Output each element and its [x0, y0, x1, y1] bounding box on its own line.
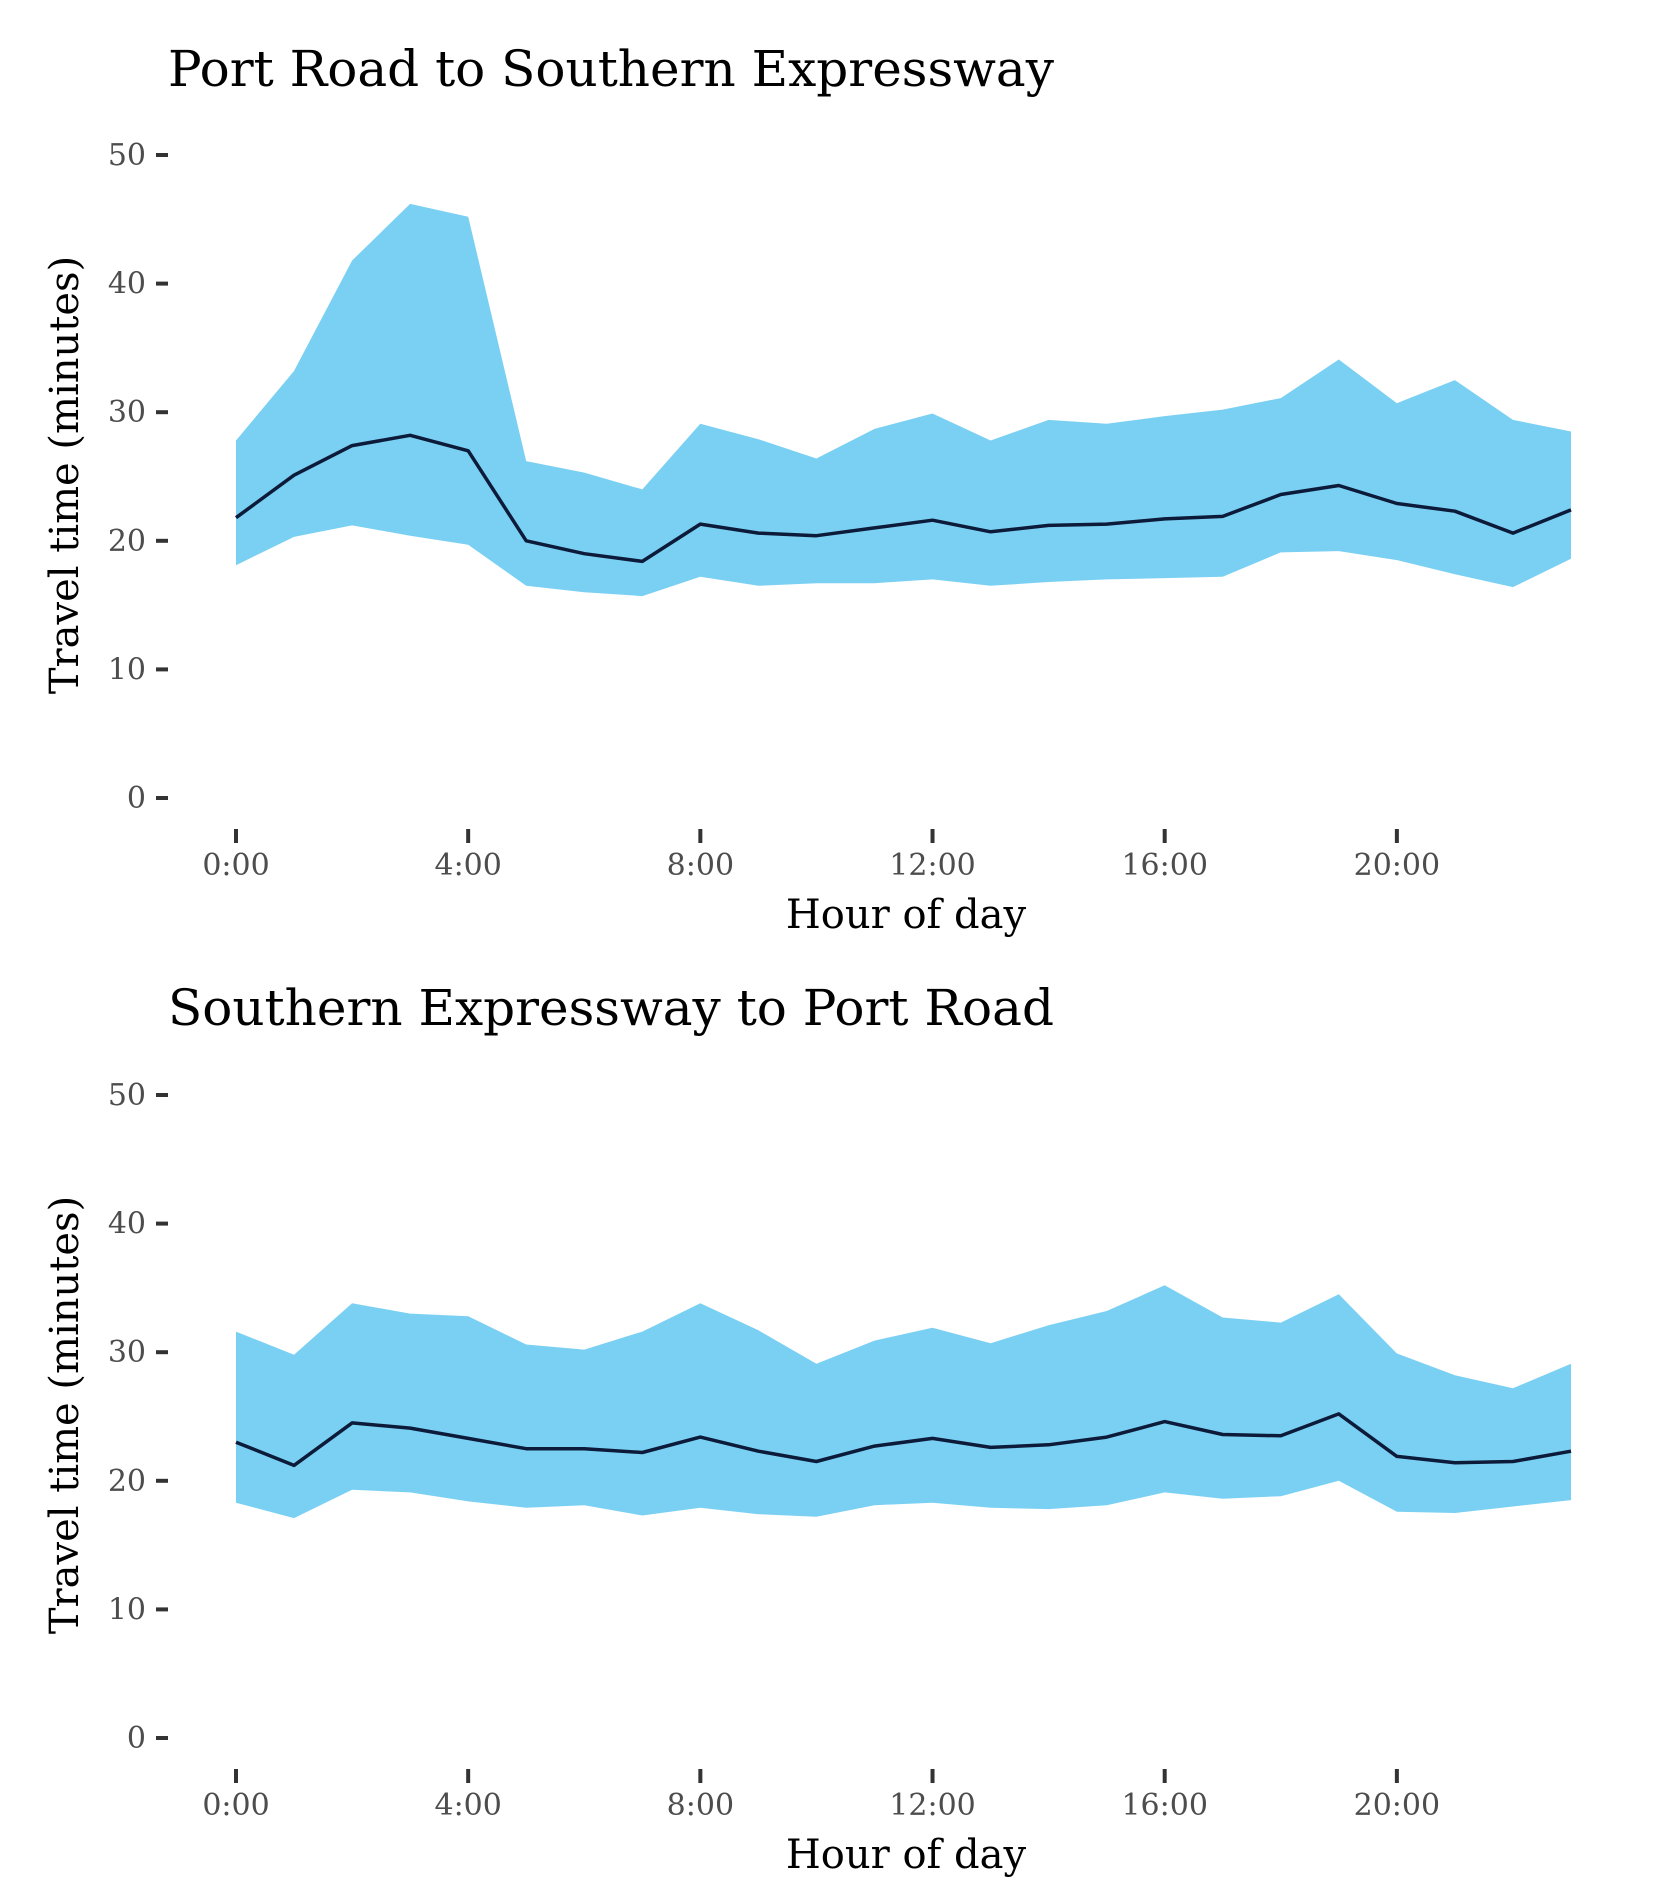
- x-tick-label: 16:00: [1121, 848, 1207, 883]
- x-axis: 0:00 4:00 8:00 12:00 16:00 20:00: [202, 829, 1440, 883]
- x-tick-label: 4:00: [434, 848, 501, 883]
- y-axis: 0 10 20 30 40 50: [108, 1078, 168, 1756]
- y-tick-label: 40: [108, 267, 146, 302]
- y-axis-title: Travel time (minutes): [42, 256, 88, 694]
- y-tick-label: 10: [108, 1592, 146, 1627]
- x-tick-label: 20:00: [1354, 848, 1440, 883]
- y-tick-label: 0: [127, 1721, 146, 1756]
- range-band: [236, 1285, 1571, 1519]
- y-tick-label: 20: [108, 524, 146, 559]
- y-tick-label: 0: [127, 781, 146, 816]
- y-tick-label: 30: [108, 1335, 146, 1370]
- x-tick-label: 8:00: [667, 848, 734, 883]
- range-band-layer: [236, 203, 1571, 597]
- y-axis-title: Travel time (minutes): [42, 1196, 88, 1634]
- range-band: [236, 203, 1571, 597]
- x-tick-label: 20:00: [1354, 1788, 1440, 1823]
- y-tick-label: 50: [108, 138, 146, 173]
- chart-title: Port Road to Southern Expressway: [168, 40, 1055, 98]
- x-axis: 0:00 4:00 8:00 12:00 16:00 20:00: [202, 1769, 1440, 1823]
- median-line: [234, 433, 1572, 564]
- y-tick-label: 30: [108, 395, 146, 430]
- x-tick-label: 0:00: [202, 848, 269, 883]
- x-tick-label: 0:00: [202, 1788, 269, 1823]
- y-tick-label: 40: [108, 1207, 146, 1242]
- x-tick-label: 8:00: [667, 1788, 734, 1823]
- y-tick-label: 20: [108, 1464, 146, 1499]
- range-band-layer: [236, 1285, 1571, 1519]
- median-line-layer: [235, 1412, 1572, 1468]
- chart-panel-southern-expressway-to-port-road: Southern Expressway to Port Road 0 10 20 30…: [42, 979, 1572, 1878]
- x-tick-label: 12:00: [889, 1788, 975, 1823]
- x-tick-label: 12:00: [889, 848, 975, 883]
- y-tick-label: 10: [108, 652, 146, 687]
- x-axis-title: Hour of day: [786, 892, 1027, 938]
- median-line-layer: [234, 433, 1572, 564]
- x-tick-label: 16:00: [1121, 1788, 1207, 1823]
- chart-panel-port-road-to-southern-expressway: Port Road to Southern Expressway 0 10 20 30…: [42, 40, 1572, 938]
- chart-title: Southern Expressway to Port Road: [168, 979, 1054, 1037]
- y-axis: 0 10 20 30 40 50: [108, 138, 168, 816]
- x-axis-title: Hour of day: [786, 1832, 1027, 1878]
- y-tick-label: 50: [108, 1078, 146, 1113]
- x-tick-label: 4:00: [434, 1788, 501, 1823]
- median-line: [235, 1412, 1572, 1468]
